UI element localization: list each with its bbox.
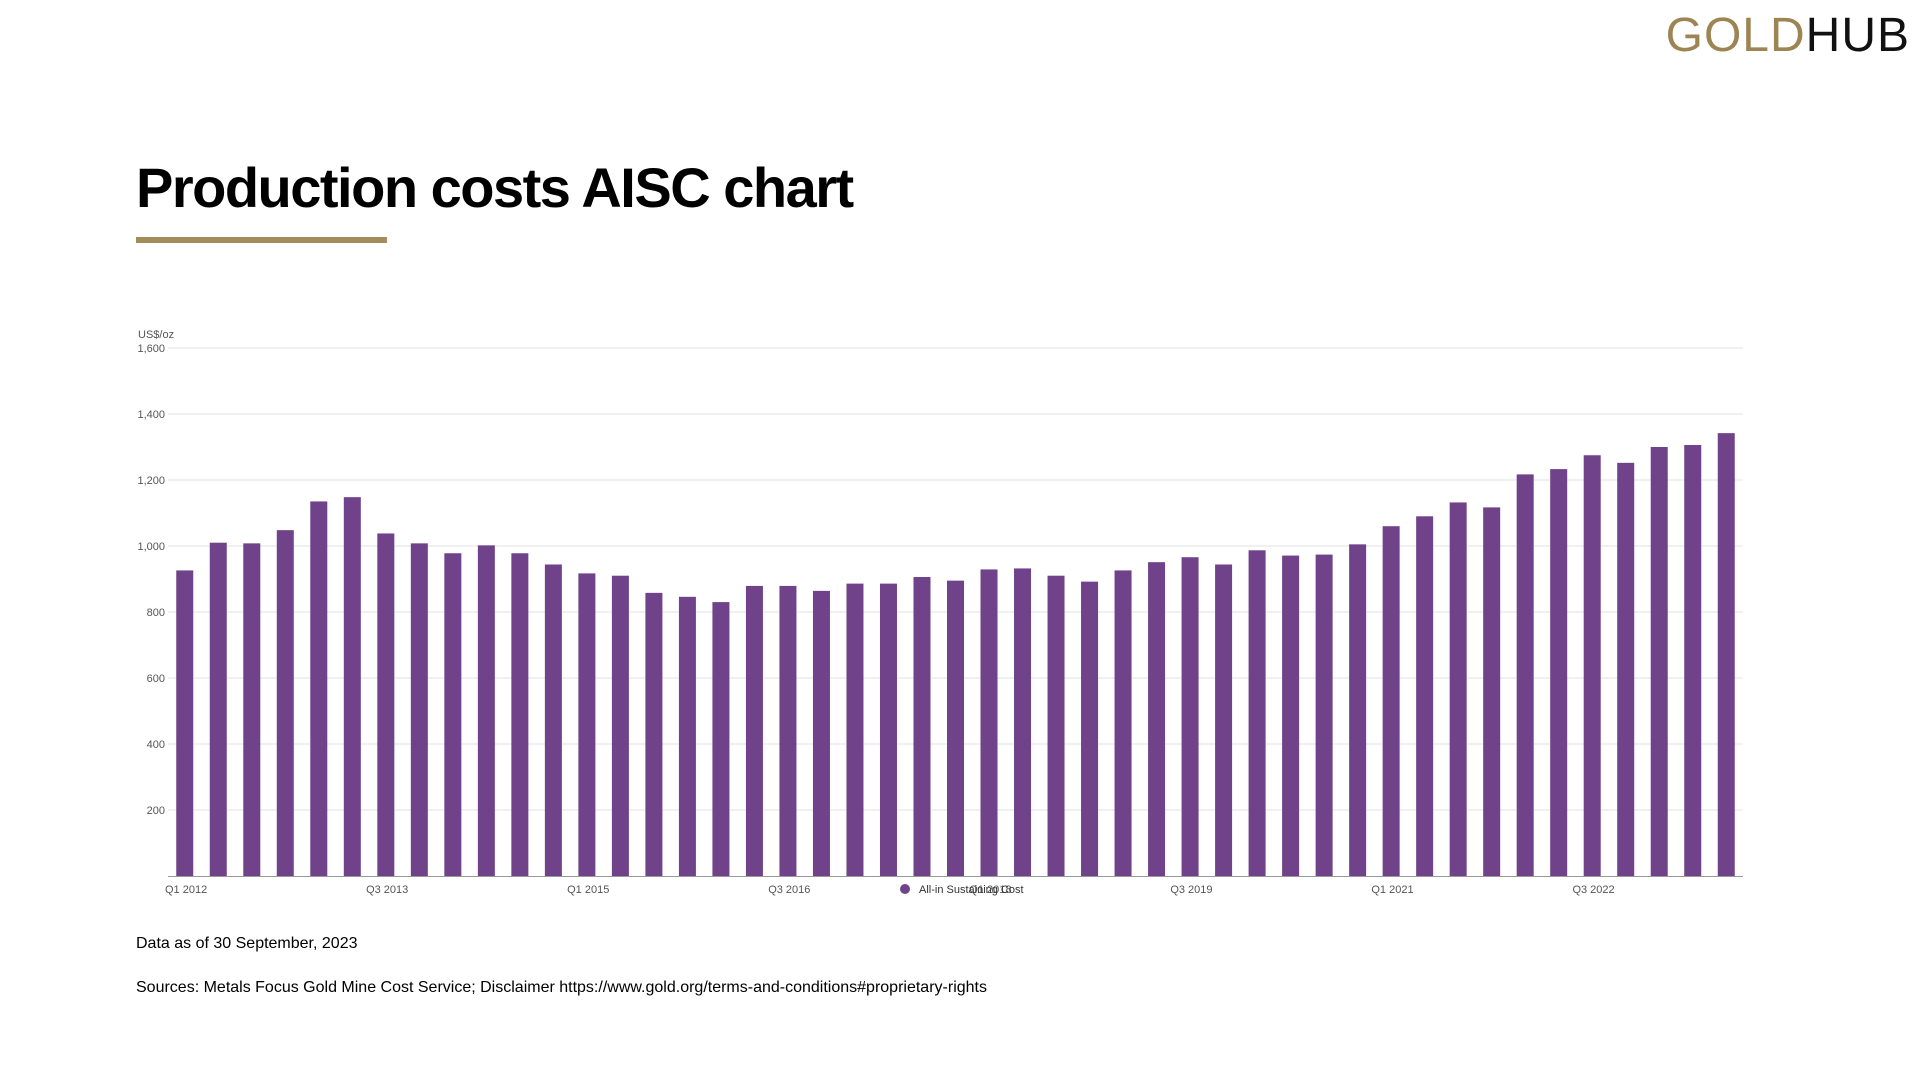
bar	[544, 564, 562, 876]
logo-gold-text: GOLD	[1665, 9, 1806, 62]
bar	[1047, 575, 1065, 876]
bar	[779, 585, 797, 876]
bar	[1684, 445, 1702, 876]
x-tick-label: Q1 2012	[165, 884, 207, 896]
bar	[1315, 554, 1333, 876]
bar	[1248, 550, 1266, 876]
bar	[1516, 474, 1534, 876]
page-title: Production costs AISC chart	[136, 156, 854, 219]
bar	[377, 533, 395, 876]
bar	[578, 573, 596, 876]
bar	[947, 580, 964, 876]
bar	[1114, 570, 1132, 876]
bar	[511, 553, 529, 876]
bar	[1148, 562, 1166, 876]
bar	[1282, 555, 1300, 876]
x-tick-label: Q1 2018	[969, 884, 1011, 896]
goldhub-logo[interactable]: GOLDHUB	[1666, 12, 1910, 60]
bar	[1181, 557, 1199, 876]
y-tick-label: 600	[147, 673, 165, 685]
bar	[1650, 447, 1668, 876]
bar	[611, 575, 629, 876]
bar	[1483, 507, 1501, 876]
y-axis-label: US$/oz	[138, 329, 174, 341]
bar	[846, 583, 864, 876]
logo-hub-text: HUB	[1805, 9, 1910, 62]
bar	[1416, 516, 1434, 876]
y-tick-label: 800	[147, 607, 165, 619]
bar	[745, 585, 763, 876]
bar	[1449, 502, 1467, 876]
y-tick-label: 1,400	[137, 409, 165, 421]
y-tick-label: 400	[147, 739, 165, 751]
bar	[276, 530, 294, 876]
bar	[1550, 469, 1568, 876]
bar	[343, 497, 361, 876]
bar	[243, 543, 261, 876]
y-tick-label: 1,600	[137, 343, 165, 355]
legend-entry: All-in Sustaining Cost	[919, 884, 1024, 896]
bar	[1215, 564, 1233, 876]
bar	[1349, 544, 1367, 876]
bar	[879, 583, 897, 876]
y-tick-label: 1,000	[137, 541, 165, 553]
aisc-bar-chart: 200 400 600 800 1,000 1,200 1,400 1,600 US$/oz Q1…	[137, 329, 1743, 896]
bar	[913, 577, 931, 876]
bar	[712, 602, 730, 876]
bar	[410, 543, 428, 876]
bar	[1617, 462, 1635, 876]
bar	[980, 569, 998, 876]
bar	[209, 542, 227, 876]
x-tick-label: Q1 2015	[567, 884, 609, 896]
bar	[1382, 526, 1400, 876]
y-tick-label: 1,200	[137, 475, 165, 487]
title-underline	[136, 237, 387, 243]
x-tick-label: Q3 2016	[768, 884, 810, 896]
bar	[1717, 433, 1735, 876]
legend-marker	[900, 884, 910, 894]
x-tick-label: Q3 2022	[1572, 884, 1614, 896]
x-tick-label: Q1 2021	[1371, 884, 1413, 896]
bar	[310, 501, 328, 876]
sources-note: Sources: Metals Focus Gold Mine Cost Ser…	[136, 979, 987, 996]
data-as-of-note: Data as of 30 September, 2023	[136, 935, 358, 952]
bar	[1583, 455, 1601, 876]
bar	[1081, 581, 1099, 876]
bar	[678, 596, 696, 876]
bar	[812, 590, 830, 876]
x-tick-label: Q3 2013	[366, 884, 408, 896]
y-tick-label: 200	[147, 805, 165, 817]
bar	[477, 545, 495, 876]
bar	[645, 592, 663, 876]
bar	[176, 570, 194, 876]
bar	[1014, 568, 1032, 876]
x-tick-label: Q3 2019	[1170, 884, 1212, 896]
bar	[444, 553, 462, 876]
